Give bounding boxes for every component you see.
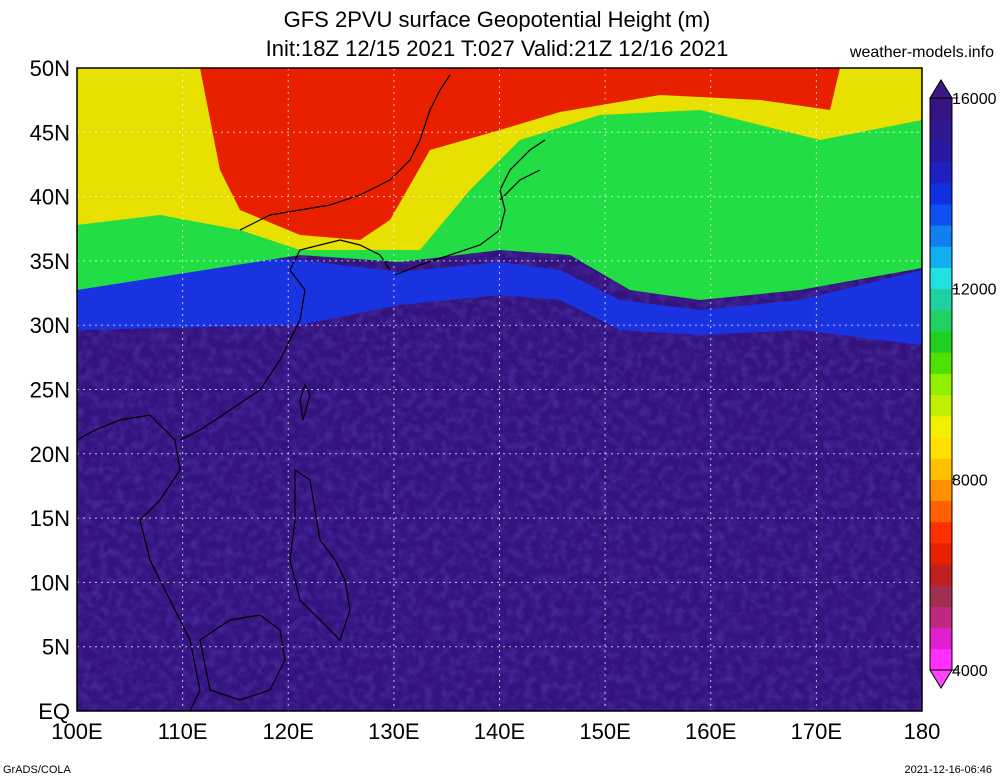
colorbar-segment [930, 182, 952, 205]
colorbar: 16000 12000 8000 4000 [929, 79, 997, 689]
lon-label: 170E [791, 719, 842, 744]
lat-label: 35N [30, 249, 70, 274]
colorbar-segment [930, 161, 952, 184]
colorbar-segment [930, 373, 952, 396]
lat-label: 50N [30, 56, 70, 81]
colorbar-label: 4000 [952, 663, 988, 680]
footer-credit: GrADS/COLA [3, 764, 71, 776]
colorbar-segment [930, 500, 952, 523]
lon-label: 110E [158, 719, 208, 744]
colorbar-segment [930, 98, 952, 120]
lon-label: 100E [51, 719, 102, 744]
colorbar-segment [930, 331, 952, 353]
site-credit: weather-models.info [849, 44, 994, 61]
colorbar-label: 16000 [952, 91, 997, 108]
colorbar-segment [930, 415, 952, 438]
colorbar-segment [930, 436, 952, 459]
colorbar-segment [930, 458, 952, 480]
colorbar-segment [930, 119, 952, 141]
colorbar-segment [930, 267, 952, 290]
lon-label: 160E [685, 719, 736, 744]
colorbar-segment [930, 479, 952, 502]
graticule [77, 68, 922, 711]
colorbar-segment [930, 203, 952, 226]
colorbar-labels: 16000 12000 8000 4000 [952, 91, 997, 680]
lon-label: 130E [368, 719, 419, 744]
lon-label: 180 [904, 719, 941, 744]
footer-timestamp: 2021-12-16-06:46 [904, 764, 992, 776]
longitude-labels: 100E 110E 120E 130E 140E 150E 160E 170E 180 [51, 719, 940, 744]
colorbar-segment [930, 521, 952, 544]
coastlines [77, 74, 546, 711]
coastline-philippines [289, 468, 351, 642]
colorbar-top-arrow [929, 79, 953, 99]
coastline-asia [77, 74, 451, 711]
lat-label: 30N [30, 313, 70, 338]
coastline-japan [394, 139, 546, 276]
lat-label: EQ [38, 699, 70, 724]
map-frame [76, 67, 923, 712]
lat-label: 25N [30, 378, 70, 403]
colorbar-segment [930, 352, 952, 374]
colorbar-bottom-arrow [929, 669, 953, 689]
lon-label: 120E [263, 719, 314, 744]
lat-label: 20N [30, 442, 70, 467]
colorbar-segment [930, 627, 952, 650]
colorbar-segment [930, 394, 952, 417]
colorbar-label: 8000 [952, 472, 988, 489]
colorbar-segment [930, 309, 952, 332]
lat-label: 40N [30, 185, 70, 210]
lat-label: 10N [30, 570, 70, 595]
coastline-taiwan [299, 383, 311, 421]
colorbar-segment [930, 225, 952, 247]
colorbar-segments [929, 97, 953, 671]
colorbar-segment [930, 542, 952, 565]
lon-label: 140E [474, 719, 525, 744]
lat-label: 45N [30, 120, 70, 145]
colorbar-segment [930, 246, 952, 268]
colorbar-segment [930, 648, 952, 671]
lat-label: 15N [30, 506, 70, 531]
chart-subtitle: Init:18Z 12/15 2021 T:027 Valid:21Z 12/1… [265, 36, 729, 61]
chart-title: GFS 2PVU surface Geopotential Height (m) [283, 7, 711, 32]
lat-label: 5N [42, 635, 70, 660]
colorbar-segment [930, 288, 952, 311]
colorbar-segment [930, 606, 952, 629]
lon-label: 150E [579, 719, 630, 744]
colorbar-segment [930, 140, 952, 163]
latitude-labels: 50N 45N 40N 35N 30N 25N 20N 15N 10N 5N EQ [30, 56, 70, 724]
colorbar-label: 12000 [952, 282, 997, 299]
colorbar-segment [930, 564, 952, 586]
coastline-borneo [199, 614, 286, 701]
colorbar-segment [930, 585, 952, 607]
